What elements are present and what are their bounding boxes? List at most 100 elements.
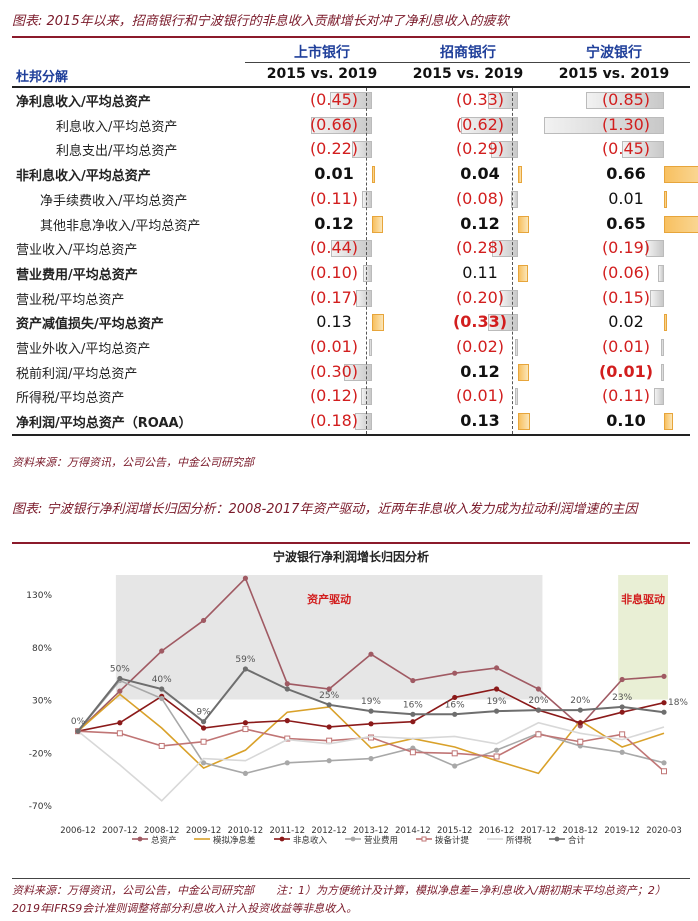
table-cell: (0.20) bbox=[430, 286, 570, 310]
x-tick-label: 2020-03 bbox=[646, 826, 682, 836]
positive-bar bbox=[664, 413, 674, 431]
data-point bbox=[661, 768, 667, 775]
data-point bbox=[368, 651, 374, 657]
data-point bbox=[493, 686, 500, 692]
data-point bbox=[619, 749, 625, 755]
positive-bar bbox=[664, 314, 667, 332]
cell-value: (0.10) bbox=[309, 262, 359, 282]
cell-value: 0.12 bbox=[460, 213, 500, 233]
negative-bar bbox=[622, 141, 664, 159]
caption-rule bbox=[12, 36, 690, 38]
period-ningbo: 2015 vs. 2019 bbox=[558, 66, 670, 82]
cell-value: (0.11) bbox=[309, 188, 359, 208]
data-point bbox=[158, 742, 165, 749]
cell-value: (0.01) bbox=[455, 386, 505, 406]
table-cell: (0.44) bbox=[284, 236, 424, 260]
negative-bar bbox=[311, 116, 372, 134]
table-cell: (0.29) bbox=[430, 137, 570, 161]
data-label: 9% bbox=[196, 708, 211, 718]
cell-value: 0.13 bbox=[316, 312, 352, 332]
cell-value: (0.02) bbox=[455, 337, 505, 356]
positive-bar bbox=[372, 166, 375, 184]
table-cell: 0.01 bbox=[576, 187, 698, 211]
data-label: 16% bbox=[403, 700, 423, 710]
data-point bbox=[116, 730, 123, 737]
table-cell: (0.45) bbox=[284, 88, 424, 112]
x-tick-label: 2019-12 bbox=[604, 826, 640, 836]
negative-bar bbox=[491, 141, 518, 159]
column-header-ningbo: 宁波银行 bbox=[586, 45, 642, 61]
data-point bbox=[661, 709, 667, 715]
legend-label: 营业费用 bbox=[364, 835, 398, 845]
chart-bottom-rule bbox=[12, 878, 690, 879]
legend-label: 模拟净息差 bbox=[213, 835, 256, 845]
data-label: 20% bbox=[570, 696, 590, 706]
data-label: 19% bbox=[361, 697, 381, 707]
data-point bbox=[284, 681, 290, 687]
data-point bbox=[326, 686, 332, 692]
data-point bbox=[326, 758, 332, 764]
row-label: 税前利润/平均总资产 bbox=[16, 366, 138, 382]
cell-value: (0.85) bbox=[601, 90, 651, 109]
negative-bar bbox=[344, 363, 372, 381]
positive-bar bbox=[372, 314, 384, 332]
table-cell: (0.01) bbox=[576, 335, 698, 359]
table-cell: (0.45) bbox=[576, 137, 698, 161]
table-cell: (0.08) bbox=[430, 187, 570, 211]
table-cell: (0.66) bbox=[284, 113, 424, 137]
data-label: 20% bbox=[528, 696, 548, 706]
chart-svg: 资产驱动 非息驱动 宁波银行净利润增长归因分析 -70% -20% 30% 80% 130% 2… bbox=[26, 549, 688, 846]
data-label: 18% bbox=[668, 698, 688, 708]
data-label: 40% bbox=[152, 675, 172, 685]
cell-value: 0.66 bbox=[606, 164, 646, 184]
data-point bbox=[493, 708, 500, 714]
table-row: 其他非息净收入/平均总资产 0.12 0.12 0.65 bbox=[0, 212, 698, 237]
dupont-label: 杜邦分解 bbox=[16, 70, 69, 85]
data-label: 25% bbox=[319, 691, 339, 701]
data-point bbox=[535, 731, 542, 738]
data-point bbox=[535, 686, 542, 692]
column-divider-2 bbox=[512, 88, 513, 434]
cell-value: (0.08) bbox=[455, 188, 505, 208]
data-point bbox=[326, 702, 332, 708]
data-label: 0% bbox=[71, 717, 86, 727]
row-label: 资产减值损失/平均总资产 bbox=[16, 317, 164, 333]
row-label: 其他非息净收入/平均总资产 bbox=[40, 218, 201, 234]
table-row: 利息支出/平均总资产 (0.22) (0.29) (0.45) bbox=[0, 137, 698, 162]
data-point bbox=[159, 695, 165, 702]
row-label: 营业外收入/平均总资产 bbox=[16, 342, 151, 357]
cell-value: 0.02 bbox=[608, 312, 644, 332]
x-tick-label: 2017-12 bbox=[521, 826, 557, 836]
cell-value: (0.33) bbox=[455, 90, 505, 109]
negative-bar bbox=[499, 289, 518, 307]
table-cell: 0.66 bbox=[576, 162, 698, 186]
negative-bar bbox=[356, 289, 372, 307]
cell-value: (0.44) bbox=[309, 238, 359, 258]
row-label: 净利润/平均总资产（ROAA） bbox=[16, 416, 192, 432]
table-cell: (0.11) bbox=[576, 384, 698, 408]
cell-value: 0.12 bbox=[460, 361, 500, 381]
data-point bbox=[117, 688, 123, 694]
table-cell: (0.10) bbox=[284, 261, 424, 285]
table-cell: (0.02) bbox=[430, 335, 570, 359]
data-point bbox=[242, 575, 249, 581]
table-bottom-rule bbox=[12, 434, 690, 436]
x-tick-label: 2013-12 bbox=[353, 826, 389, 836]
data-label: 23% bbox=[612, 693, 632, 703]
data-point bbox=[619, 676, 625, 683]
x-tick-label: 2006-12 bbox=[60, 826, 96, 836]
positive-bar bbox=[664, 215, 698, 233]
cell-value: 0.01 bbox=[314, 164, 354, 184]
data-point bbox=[368, 721, 374, 727]
table-row: 税前利润/平均总资产 (0.30) 0.12 (0.01) bbox=[0, 360, 698, 385]
chart-container: 资产驱动 非息驱动 宁波银行净利润增长归因分析 -70% -20% 30% 80% 130% 2… bbox=[12, 545, 690, 846]
negative-bar bbox=[492, 240, 518, 258]
shaded-region bbox=[115, 575, 543, 700]
table-cell: (0.11) bbox=[284, 187, 424, 211]
negative-bar bbox=[585, 92, 664, 109]
x-tick-label: 2009-12 bbox=[186, 826, 222, 836]
row-label: 营业费用/平均总资产 bbox=[16, 267, 138, 283]
row-label: 营业税/平均总资产 bbox=[16, 292, 125, 308]
data-point bbox=[493, 747, 500, 753]
negative-bar bbox=[646, 240, 664, 258]
